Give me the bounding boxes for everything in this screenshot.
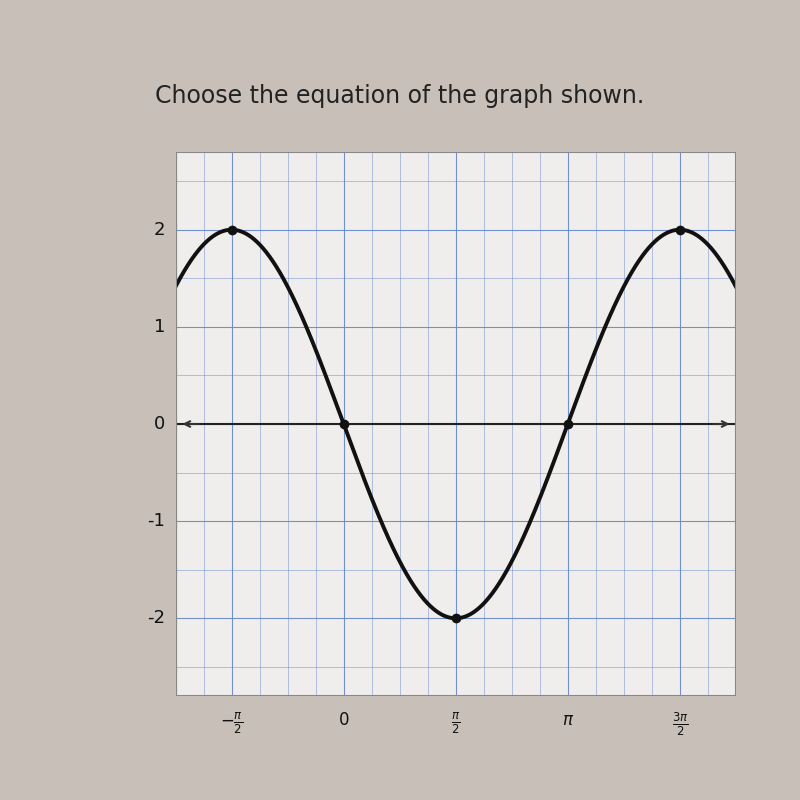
Text: 0: 0 xyxy=(154,415,166,433)
Text: $\frac{\pi}{2}$: $\frac{\pi}{2}$ xyxy=(451,710,461,736)
Text: Choose the equation of the graph shown.: Choose the equation of the graph shown. xyxy=(155,84,645,108)
Text: -1: -1 xyxy=(147,512,166,530)
Text: 1: 1 xyxy=(154,318,166,336)
Text: $\pi$: $\pi$ xyxy=(562,710,574,729)
Text: 2: 2 xyxy=(154,221,166,238)
Text: $0$: $0$ xyxy=(338,710,350,729)
Text: $\frac{3\pi}{2}$: $\frac{3\pi}{2}$ xyxy=(671,710,688,738)
Text: -2: -2 xyxy=(147,610,166,627)
Text: $-\frac{\pi}{2}$: $-\frac{\pi}{2}$ xyxy=(220,710,243,736)
